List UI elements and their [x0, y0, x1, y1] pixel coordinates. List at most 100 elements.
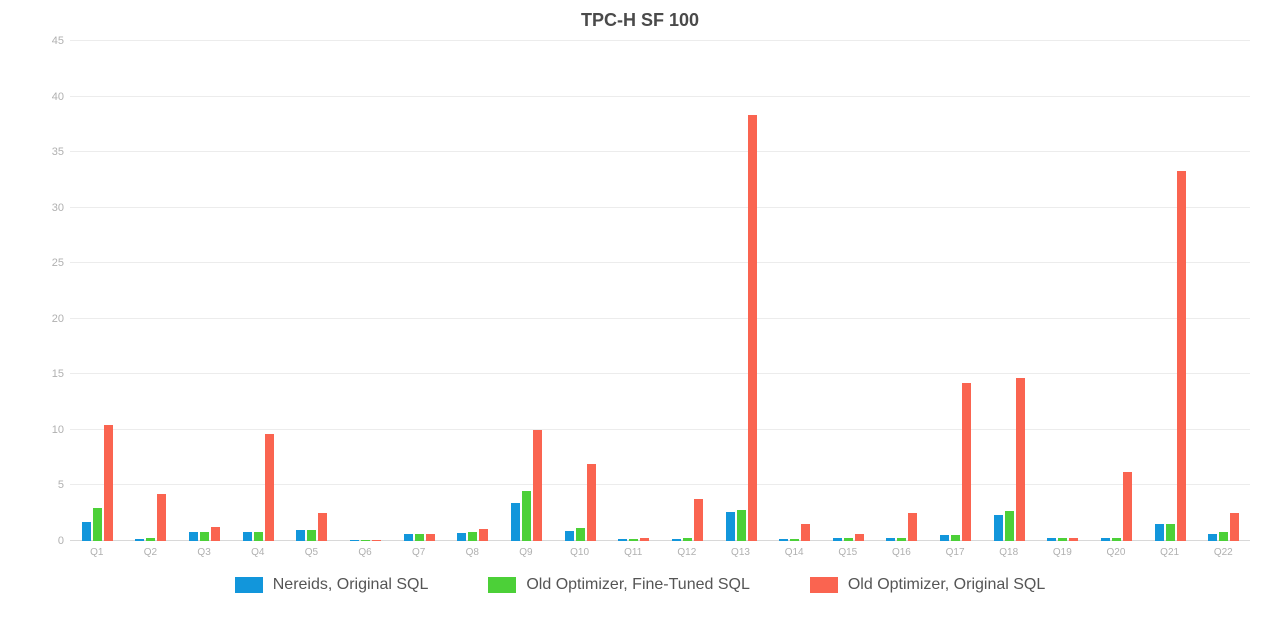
category-group	[499, 41, 553, 541]
legend-label: Old Optimizer, Fine-Tuned SQL	[526, 576, 750, 594]
x-tick-label: Q20	[1089, 541, 1143, 558]
bar	[1177, 171, 1186, 541]
category-group	[553, 41, 607, 541]
bar	[1016, 378, 1025, 541]
bar	[1005, 511, 1014, 541]
plot-area: 051015202530354045	[30, 41, 1250, 541]
category-group	[875, 41, 929, 541]
x-axis: Q1Q2Q3Q4Q5Q6Q7Q8Q9Q10Q11Q12Q13Q14Q15Q16Q…	[70, 541, 1250, 558]
bar	[1230, 513, 1239, 541]
bar	[511, 503, 520, 541]
legend-swatch	[488, 577, 516, 593]
bar	[157, 494, 166, 541]
bar	[994, 515, 1003, 541]
legend-label: Old Optimizer, Original SQL	[848, 576, 1045, 594]
bar	[307, 530, 316, 541]
bar	[587, 464, 596, 541]
bar	[415, 534, 424, 541]
chart-container: TPC-H SF 100 051015202530354045 Q1Q2Q3Q4…	[0, 0, 1280, 631]
x-tick-label: Q3	[177, 541, 231, 558]
x-tick-label: Q17	[928, 541, 982, 558]
bar	[479, 529, 488, 541]
legend-item: Old Optimizer, Original SQL	[810, 576, 1045, 594]
bar	[801, 524, 810, 541]
bar	[189, 532, 198, 541]
bar	[254, 532, 263, 541]
category-group	[606, 41, 660, 541]
bar	[104, 425, 113, 541]
category-group	[1143, 41, 1197, 541]
x-tick-label: Q14	[767, 541, 821, 558]
bar	[748, 115, 757, 541]
x-tick-label: Q18	[982, 541, 1036, 558]
bars-area	[70, 41, 1250, 541]
category-group	[928, 41, 982, 541]
y-tick-label: 25	[30, 257, 64, 269]
legend-item: Old Optimizer, Fine-Tuned SQL	[488, 576, 750, 594]
x-tick-label: Q13	[714, 541, 768, 558]
y-tick-label: 35	[30, 146, 64, 158]
legend-item: Nereids, Original SQL	[235, 576, 429, 594]
bar	[737, 510, 746, 541]
legend-swatch	[810, 577, 838, 593]
category-group	[1089, 41, 1143, 541]
x-tick-label: Q16	[875, 541, 929, 558]
bar	[1166, 524, 1175, 541]
x-tick-label: Q4	[231, 541, 285, 558]
y-axis: 051015202530354045	[30, 41, 70, 541]
category-group	[177, 41, 231, 541]
x-tick-label: Q9	[499, 541, 553, 558]
bar	[1155, 524, 1164, 541]
legend: Nereids, Original SQL Old Optimizer, Fine…	[30, 576, 1250, 594]
category-group	[338, 41, 392, 541]
x-tick-label: Q1	[70, 541, 124, 558]
category-group	[285, 41, 339, 541]
bar	[243, 532, 252, 541]
bar	[908, 513, 917, 541]
x-tick-label: Q12	[660, 541, 714, 558]
bar	[426, 534, 435, 541]
legend-swatch	[235, 577, 263, 593]
x-tick-label: Q8	[445, 541, 499, 558]
x-tick-label: Q11	[606, 541, 660, 558]
category-group	[392, 41, 446, 541]
bar	[522, 491, 531, 541]
x-tick-label: Q21	[1143, 541, 1197, 558]
bar	[265, 434, 274, 541]
bar	[1208, 534, 1217, 541]
x-tick-label: Q6	[338, 541, 392, 558]
x-tick-label: Q10	[553, 541, 607, 558]
category-group	[1036, 41, 1090, 541]
y-tick-label: 45	[30, 35, 64, 47]
y-tick-label: 30	[30, 202, 64, 214]
bar	[1219, 532, 1228, 541]
bar	[565, 531, 574, 541]
bar	[962, 383, 971, 541]
y-tick-label: 5	[30, 479, 64, 491]
category-group	[1196, 41, 1250, 541]
bar	[457, 533, 466, 541]
x-tick-label: Q22	[1196, 541, 1250, 558]
category-group	[821, 41, 875, 541]
bar	[576, 528, 585, 541]
x-tick-label: Q7	[392, 541, 446, 558]
category-group	[982, 41, 1036, 541]
x-tick-label: Q2	[124, 541, 178, 558]
bar	[404, 534, 413, 541]
category-group	[660, 41, 714, 541]
bar	[726, 512, 735, 541]
y-tick-label: 10	[30, 424, 64, 436]
bar	[468, 532, 477, 541]
y-tick-label: 20	[30, 313, 64, 325]
bar	[82, 522, 91, 541]
x-tick-label: Q15	[821, 541, 875, 558]
y-tick-label: 0	[30, 535, 64, 547]
category-group	[445, 41, 499, 541]
x-tick-label: Q5	[285, 541, 339, 558]
bar	[1123, 472, 1132, 541]
bar	[200, 532, 209, 541]
category-group	[70, 41, 124, 541]
chart-title: TPC-H SF 100	[30, 10, 1250, 31]
bar	[533, 430, 542, 541]
category-group	[231, 41, 285, 541]
